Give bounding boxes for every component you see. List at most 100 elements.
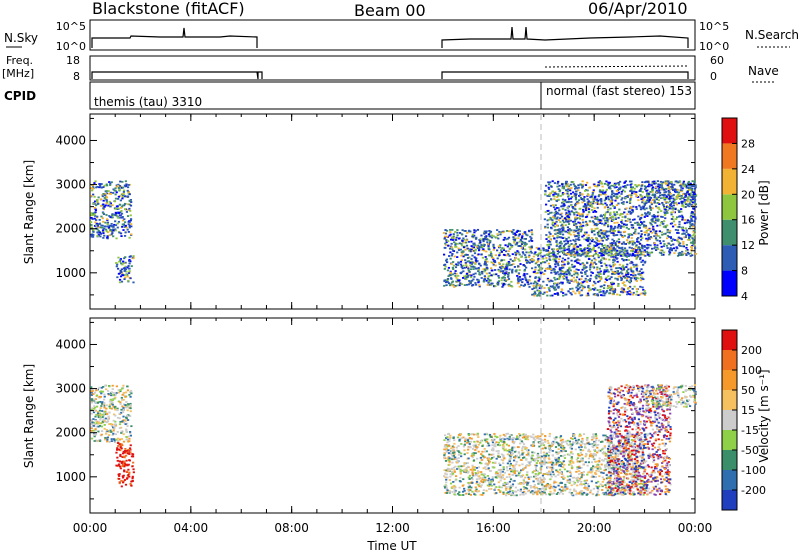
scatter-cell — [546, 253, 549, 256]
y-tick-label: 2000 — [55, 222, 86, 236]
scatter-cell — [621, 222, 624, 225]
scatter-cell — [102, 418, 105, 421]
scatter-cell — [465, 278, 468, 281]
scatter-cell — [124, 256, 127, 259]
scatter-cell — [101, 413, 104, 416]
scatter-cell — [570, 293, 573, 296]
scatter-cell — [112, 438, 116, 440]
scatter-cell — [672, 197, 675, 200]
scatter-cell — [626, 184, 629, 186]
scatter-cell — [90, 386, 93, 389]
scatter-cell — [467, 438, 470, 441]
scatter-cell — [561, 201, 564, 204]
scatter-cell — [657, 219, 660, 222]
scatter-cell — [621, 272, 624, 275]
scatter-cell — [472, 452, 475, 455]
scatter-cell — [658, 224, 662, 227]
scatter-cell — [633, 192, 636, 195]
scatter-cell — [547, 253, 550, 256]
scatter-cell — [573, 222, 576, 225]
scatter-cell — [456, 256, 459, 258]
scatter-cell — [610, 288, 614, 290]
scatter-cell — [550, 218, 553, 221]
scatter-cell — [604, 281, 607, 284]
scatter-cell — [482, 473, 485, 476]
scatter-cell — [123, 394, 126, 397]
scatter-cell — [117, 391, 120, 394]
scatter-cell — [95, 425, 98, 428]
scatter-cell — [587, 286, 590, 289]
colorbar-segment — [722, 168, 737, 195]
scatter-cell — [581, 287, 585, 290]
scatter-cell — [573, 273, 576, 276]
freq-strip-frame — [89, 55, 696, 81]
scatter-cell — [547, 200, 550, 202]
scatter-cell — [461, 240, 464, 242]
scatter-cell — [496, 229, 499, 231]
scatter-cell — [507, 230, 511, 233]
scatter-cell — [522, 252, 525, 255]
scatter-cell — [574, 240, 577, 243]
scatter-cell — [487, 233, 491, 236]
scatter-cell — [603, 182, 606, 185]
scatter-cell — [619, 254, 622, 257]
scatter-cell — [626, 291, 629, 293]
scatter-cell — [641, 191, 644, 193]
scatter-cell — [687, 237, 691, 239]
scatter-cell — [496, 281, 499, 284]
scatter-cell — [612, 247, 615, 250]
scatter-cell — [542, 293, 545, 296]
scatter-cell — [621, 216, 624, 218]
scatter-cell — [484, 235, 487, 238]
scatter-cell — [619, 267, 623, 270]
scatter-cell — [500, 453, 503, 456]
scatter-cell — [627, 286, 630, 289]
scatter-cell — [486, 484, 489, 487]
scatter-cell — [114, 407, 117, 410]
scatter-cell — [583, 196, 586, 198]
scatter-cell — [677, 202, 680, 205]
scatter-cell — [666, 231, 669, 234]
scatter-cell — [693, 195, 697, 198]
scatter-cell — [561, 275, 565, 278]
scatter-cell — [127, 449, 131, 452]
scatter-cell — [691, 242, 694, 245]
scatter-cell — [677, 244, 681, 247]
scatter-cell — [451, 253, 454, 255]
scatter-cell — [496, 233, 499, 236]
scatter-cell — [568, 229, 571, 232]
scatter-cell — [507, 243, 510, 246]
scatter-cell — [568, 244, 571, 246]
scatter-cell — [464, 275, 468, 277]
scatter-cell — [567, 223, 571, 225]
scatter-cell — [121, 180, 124, 183]
scatter-cell — [646, 193, 649, 196]
scatter-cell — [689, 216, 692, 218]
scatter-cell — [93, 423, 97, 426]
scatter-cell — [577, 262, 580, 264]
scatter-cell — [531, 288, 534, 291]
scatter-cell — [101, 211, 105, 214]
scatter-cell — [584, 184, 588, 186]
scatter-cell — [608, 258, 611, 261]
scatter-cell — [557, 448, 560, 450]
scatter-cell — [670, 249, 673, 252]
scatter-cell — [575, 238, 578, 241]
scatter-cell — [124, 454, 128, 457]
scatter-cell — [506, 245, 509, 248]
scatter-cell — [456, 229, 459, 231]
scatter-cell — [556, 292, 559, 295]
scatter-cell — [536, 294, 539, 297]
scatter-cell — [593, 293, 597, 296]
scatter-cell — [509, 247, 512, 250]
scatter-cell — [594, 227, 597, 230]
scatter-cell — [93, 182, 96, 184]
scatter-cell — [486, 268, 489, 271]
scatter-cell — [592, 202, 595, 205]
scatter-cell — [100, 205, 103, 207]
scatter-cell — [90, 390, 93, 393]
scatter-cell — [101, 401, 104, 404]
scatter-cell — [121, 195, 124, 198]
scatter-cell — [525, 251, 528, 254]
scatter-cell — [506, 278, 509, 281]
